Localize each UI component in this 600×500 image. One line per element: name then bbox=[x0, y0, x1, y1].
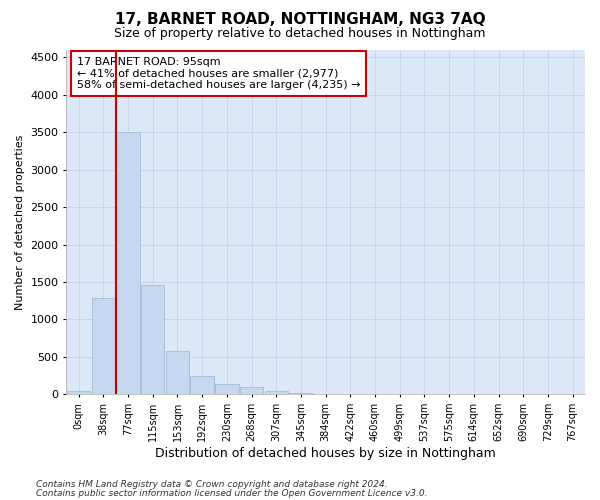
Bar bbox=[190, 376, 214, 394]
Bar bbox=[240, 387, 263, 394]
Text: 17, BARNET ROAD, NOTTINGHAM, NG3 7AQ: 17, BARNET ROAD, NOTTINGHAM, NG3 7AQ bbox=[115, 12, 485, 28]
Bar bbox=[116, 132, 140, 394]
Bar bbox=[166, 351, 189, 395]
Text: Size of property relative to detached houses in Nottingham: Size of property relative to detached ho… bbox=[114, 28, 486, 40]
X-axis label: Distribution of detached houses by size in Nottingham: Distribution of detached houses by size … bbox=[155, 447, 496, 460]
Bar bbox=[67, 390, 91, 394]
Y-axis label: Number of detached properties: Number of detached properties bbox=[15, 134, 25, 310]
Bar bbox=[289, 393, 313, 394]
Bar bbox=[265, 390, 288, 394]
Bar bbox=[215, 384, 239, 394]
Text: 17 BARNET ROAD: 95sqm
← 41% of detached houses are smaller (2,977)
58% of semi-d: 17 BARNET ROAD: 95sqm ← 41% of detached … bbox=[77, 57, 360, 90]
Bar bbox=[92, 298, 115, 394]
Text: Contains HM Land Registry data © Crown copyright and database right 2024.: Contains HM Land Registry data © Crown c… bbox=[36, 480, 388, 489]
Bar bbox=[141, 285, 164, 395]
Text: Contains public sector information licensed under the Open Government Licence v3: Contains public sector information licen… bbox=[36, 488, 427, 498]
